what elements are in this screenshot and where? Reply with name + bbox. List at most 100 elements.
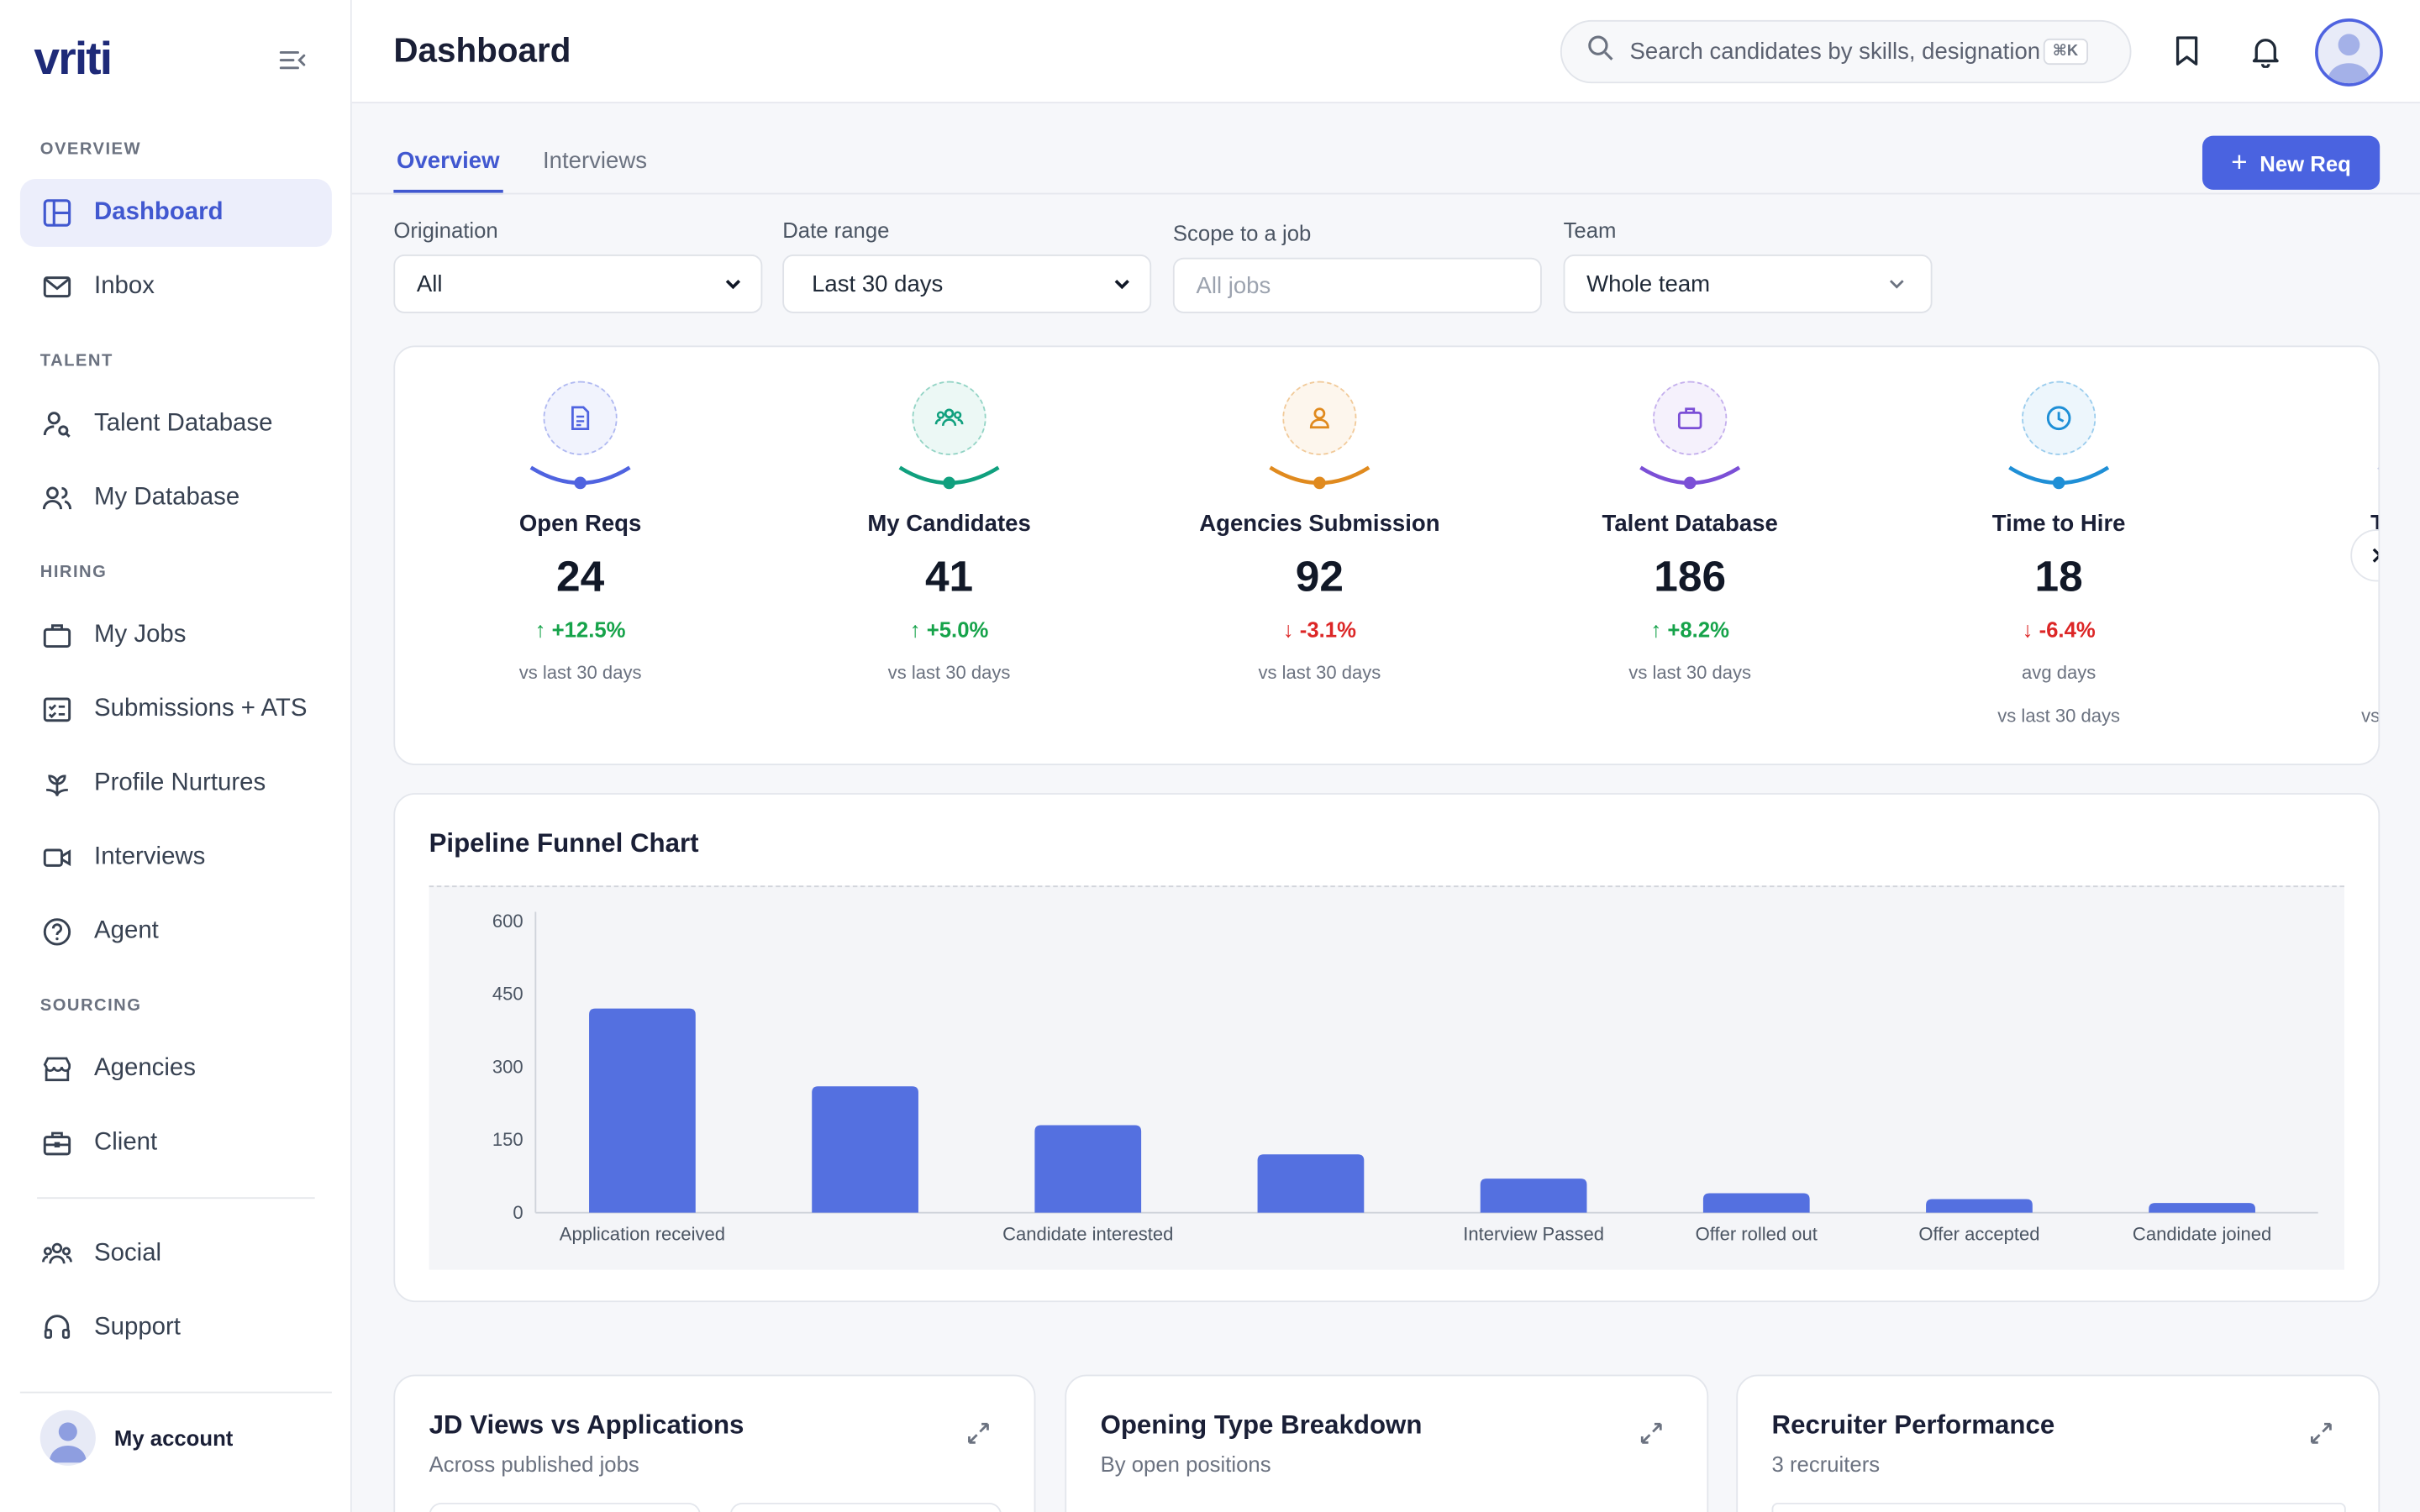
user-avatar-button[interactable] xyxy=(2315,18,2383,87)
funnel-bar xyxy=(1926,1199,2033,1213)
kpi-value: 41 xyxy=(924,552,974,601)
collapse-sidebar-icon[interactable] xyxy=(278,46,309,74)
y-tick-label: 600 xyxy=(492,911,523,932)
kpi-peek-arc xyxy=(2377,467,2379,470)
kpi-value: 186 xyxy=(1654,552,1727,601)
chevron-down-icon xyxy=(725,279,741,290)
kpi-icon-ring xyxy=(2022,381,2096,455)
layout-icon xyxy=(40,196,74,229)
bookmark-icon[interactable] xyxy=(2167,31,2207,71)
sidebar-item-label: Inbox xyxy=(94,273,155,300)
origination-select[interactable]: All xyxy=(393,255,763,313)
sidebar-item-talent-database[interactable]: Talent Database xyxy=(20,391,332,459)
funnel-bar xyxy=(1480,1179,1587,1213)
sidebar-item-label: Talent Database xyxy=(94,410,273,437)
tab-overview[interactable]: Overview xyxy=(393,134,503,195)
kpi-change: ↑ +8.2% xyxy=(1650,617,1729,643)
y-tick-label: 300 xyxy=(492,1056,523,1077)
x-tick-label: Candidate interested xyxy=(1002,1224,1173,1245)
sidebar-item-my-database[interactable]: My Database xyxy=(20,465,332,533)
kpi-title: My Candidates xyxy=(867,510,1031,538)
sidebar-item-label: Submissions + ATS xyxy=(94,696,308,722)
kpi-sub: avg days xyxy=(2022,661,2096,684)
arrow-up-icon: ↑ xyxy=(1650,617,1668,643)
expand-icon[interactable] xyxy=(2307,1420,2335,1447)
headset-icon xyxy=(40,1311,74,1345)
team-select[interactable]: Whole team xyxy=(1563,255,1933,313)
sprout-icon xyxy=(40,767,74,801)
my-account-button[interactable]: My account xyxy=(39,1410,234,1466)
team-value: Whole team xyxy=(1586,270,1711,297)
sidebar-item-label: Agencies xyxy=(94,1055,196,1082)
new-req-button[interactable]: + New Req xyxy=(2202,135,2381,190)
kpi-change: ↑ +5.0% xyxy=(909,617,989,643)
card-subtitle: Across published jobs xyxy=(429,1452,639,1477)
users-icon xyxy=(40,481,74,515)
chevron-down-icon xyxy=(1889,280,1904,289)
kpi-change: ↓ -6.4% xyxy=(2022,617,2096,643)
recruiter-performance-card: Recruiter Performance 3 recruiters xyxy=(1736,1374,2381,1512)
search-input[interactable] xyxy=(1629,38,2044,66)
kpi-value: 18 xyxy=(2034,552,2083,601)
x-tick-label: Interview Passed xyxy=(1463,1224,1604,1245)
bell-icon[interactable] xyxy=(2245,31,2286,71)
scope-job-input[interactable]: All jobs xyxy=(1172,257,1542,313)
tab-bar: Overview Interviews xyxy=(393,134,687,195)
sidebar: vriti OVERVIEW TALENT HIRING SOURCING Da… xyxy=(0,0,352,1512)
sidebar-item-label: Support xyxy=(94,1314,181,1341)
sidebar-item-inbox[interactable]: Inbox xyxy=(20,253,332,321)
date-range-label: Date range xyxy=(782,217,890,243)
kpi-icon-ring xyxy=(1282,381,1357,455)
scope-placeholder: All jobs xyxy=(1196,272,1271,299)
origination-value: All xyxy=(416,270,443,297)
y-tick-label: 150 xyxy=(492,1129,523,1150)
sidebar-item-label: Interviews xyxy=(94,843,206,870)
expand-icon[interactable] xyxy=(965,1420,992,1447)
date-range-select[interactable]: Last 30 days xyxy=(782,255,1152,313)
kpi-sub: vs last 30 days xyxy=(518,661,642,684)
kpi-icon-ring xyxy=(912,381,986,455)
kpi-change: ↑ +12.5% xyxy=(534,617,626,643)
sidebar-item-dashboard[interactable]: Dashboard xyxy=(19,179,332,247)
document-icon xyxy=(571,406,590,430)
store-icon xyxy=(40,1053,74,1086)
video-icon xyxy=(40,841,74,874)
funnel-bar xyxy=(1257,1154,1365,1213)
card-subtitle: 3 recruiters xyxy=(1771,1452,1881,1477)
scope-label: Scope to a job xyxy=(1172,220,1312,246)
sidebar-item-label: Profile Nurtures xyxy=(94,769,266,796)
tabs-divider xyxy=(351,192,2420,195)
sidebar-item-label: Client xyxy=(94,1129,158,1156)
sidebar-item-interviews[interactable]: Interviews xyxy=(20,824,332,892)
sidebar-item-support[interactable]: Support xyxy=(20,1294,332,1362)
sidebar-item-my-jobs[interactable]: My Jobs xyxy=(20,601,332,669)
kpi-sub: vs last 30 days xyxy=(887,661,1011,684)
avatar xyxy=(39,1410,96,1466)
sidebar-item-profile-nurtures[interactable]: Profile Nurtures xyxy=(20,750,332,818)
section-overview: OVERVIEW xyxy=(39,140,142,160)
x-tick-label: Offer accepted xyxy=(1918,1224,2039,1245)
kpi-peek-sub: vs xyxy=(2361,705,2381,727)
card-title: JD Views vs Applications xyxy=(429,1410,744,1440)
sidebar-item-submissions-ats[interactable]: Submissions + ATS xyxy=(20,675,332,743)
y-tick-label: 0 xyxy=(513,1202,523,1223)
sidebar-item-agencies[interactable]: Agencies xyxy=(20,1035,332,1103)
section-talent: TALENT xyxy=(39,351,113,370)
carousel-next-button[interactable] xyxy=(2350,528,2379,582)
sidebar-item-social[interactable]: Social xyxy=(20,1221,332,1289)
tab-interviews[interactable]: Interviews xyxy=(543,148,648,175)
users-icon xyxy=(934,408,964,427)
x-tick-label: Candidate joined xyxy=(2133,1224,2271,1245)
sidebar-item-agent[interactable]: Agent xyxy=(20,898,332,966)
mail-icon xyxy=(40,270,74,303)
pipeline-funnel-card: Pipeline Funnel Chart 0 150 300 450 600 Appli… xyxy=(393,793,2381,1303)
app-logo[interactable]: vriti xyxy=(34,34,113,86)
expand-icon[interactable] xyxy=(1638,1420,1665,1447)
search-bar[interactable]: ⌘K xyxy=(1560,19,2132,84)
clock-icon xyxy=(2046,406,2071,431)
kpi-title: Open Reqs xyxy=(518,510,642,538)
sidebar-divider xyxy=(37,1197,315,1200)
sidebar-item-client[interactable]: Client xyxy=(20,1110,332,1178)
kpi-peek-title: T xyxy=(2370,511,2378,537)
kpi-carousel: Open Reqs 24 ↑ +12.5% vs last 30 days My… xyxy=(393,345,2381,766)
